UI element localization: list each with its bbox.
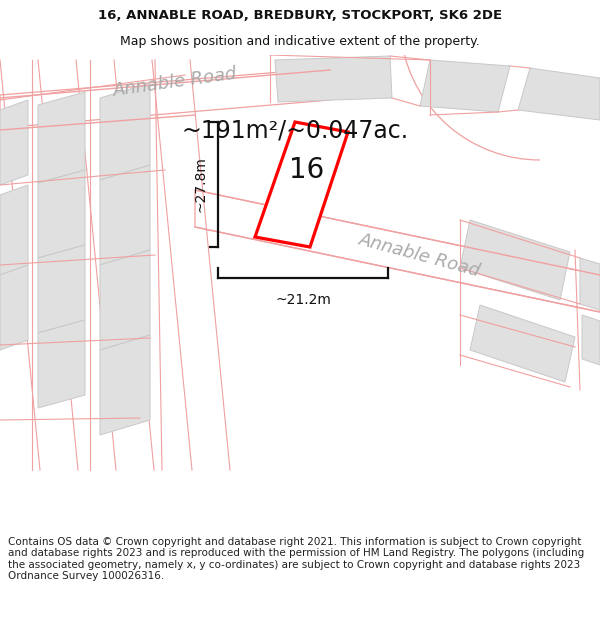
- Polygon shape: [420, 60, 510, 112]
- Text: Contains OS data © Crown copyright and database right 2021. This information is : Contains OS data © Crown copyright and d…: [8, 537, 584, 581]
- Polygon shape: [38, 320, 85, 408]
- Polygon shape: [0, 265, 28, 350]
- Polygon shape: [100, 250, 150, 350]
- Text: 16: 16: [289, 156, 325, 184]
- Polygon shape: [100, 83, 150, 180]
- Polygon shape: [0, 100, 28, 185]
- Polygon shape: [275, 56, 392, 102]
- Polygon shape: [38, 170, 85, 258]
- Text: Map shows position and indicative extent of the property.: Map shows position and indicative extent…: [120, 35, 480, 48]
- Polygon shape: [255, 122, 348, 247]
- Text: Annable Road: Annable Road: [357, 230, 483, 280]
- Polygon shape: [470, 305, 575, 382]
- Polygon shape: [195, 190, 600, 312]
- Polygon shape: [582, 315, 600, 365]
- Polygon shape: [38, 92, 85, 183]
- Text: 16, ANNABLE ROAD, BREDBURY, STOCKPORT, SK6 2DE: 16, ANNABLE ROAD, BREDBURY, STOCKPORT, S…: [98, 9, 502, 22]
- Polygon shape: [100, 335, 150, 435]
- Text: ~191m²/~0.047ac.: ~191m²/~0.047ac.: [181, 118, 409, 142]
- Text: ~21.2m: ~21.2m: [275, 293, 331, 307]
- Text: Annable Road: Annable Road: [112, 64, 238, 99]
- Polygon shape: [0, 68, 330, 128]
- Polygon shape: [580, 258, 600, 310]
- Polygon shape: [0, 185, 28, 275]
- Polygon shape: [100, 165, 150, 265]
- Polygon shape: [518, 68, 600, 120]
- Polygon shape: [460, 220, 570, 300]
- Text: ~27.8m: ~27.8m: [193, 156, 207, 212]
- Polygon shape: [38, 245, 85, 333]
